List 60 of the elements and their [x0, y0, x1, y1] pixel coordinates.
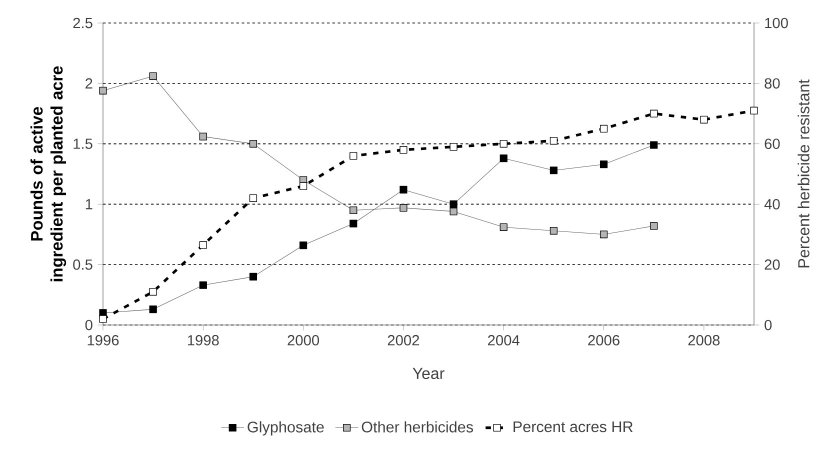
point	[400, 146, 408, 154]
point	[199, 241, 207, 249]
point	[400, 204, 408, 212]
point	[550, 226, 558, 235]
point	[99, 315, 107, 323]
point	[149, 72, 157, 80]
legend-label: Percent acres HR	[514, 421, 633, 432]
point	[249, 272, 258, 280]
point	[450, 208, 458, 216]
point	[350, 152, 358, 160]
point	[99, 86, 107, 94]
x-tick-label: 2002	[388, 335, 420, 346]
point	[650, 141, 658, 149]
y-axis-title: Pounds of active ingredient per planted acre	[30, 66, 66, 282]
legend-label: Glyphosate	[248, 421, 324, 436]
y-tick-label: 2	[86, 78, 92, 89]
point	[700, 116, 708, 124]
point	[550, 166, 558, 174]
point	[350, 206, 358, 214]
x-tick-label: 1998	[188, 335, 219, 346]
y2-tick-label: 60	[764, 138, 780, 149]
y-tick-label: 2.5	[73, 18, 92, 28]
point	[249, 140, 258, 148]
x-tick-label: 2004	[488, 335, 520, 346]
point	[650, 222, 658, 230]
y2-tick-label: 100	[765, 18, 788, 28]
point	[550, 136, 558, 145]
point	[600, 230, 608, 238]
point	[750, 106, 758, 114]
y-tick-label: 1.5	[74, 138, 92, 149]
x-tick-label: 1996	[88, 335, 119, 346]
point	[650, 110, 658, 118]
y2-tick-label: 40	[764, 199, 780, 210]
point	[199, 281, 207, 289]
x-tick-label: 2008	[688, 335, 720, 346]
point	[400, 186, 408, 194]
y-tick-label: 1	[86, 199, 92, 210]
point	[199, 132, 207, 140]
point	[149, 288, 157, 296]
y2-tick-label: 80	[764, 78, 780, 89]
y-tick-label: 0.5	[73, 259, 92, 270]
x-tick-label: 2006	[588, 335, 620, 346]
point	[249, 194, 258, 202]
point	[300, 241, 308, 250]
point	[600, 124, 608, 132]
y2-tick-label: 20	[764, 259, 780, 270]
point	[600, 160, 608, 168]
point	[350, 220, 358, 228]
legend-label: Other herbicides	[362, 421, 474, 432]
x-axis-title: Year	[412, 368, 444, 380]
point	[500, 154, 508, 162]
y2-axis-title: Percent herbicide resistant	[798, 79, 810, 268]
y-tick-label: 0	[85, 320, 92, 330]
point	[500, 140, 508, 148]
point	[300, 182, 308, 190]
point	[149, 306, 157, 314]
point	[500, 223, 508, 231]
y2-tick-label: 0	[764, 320, 772, 330]
point	[450, 200, 458, 208]
x-tick-label: 2000	[288, 335, 320, 346]
